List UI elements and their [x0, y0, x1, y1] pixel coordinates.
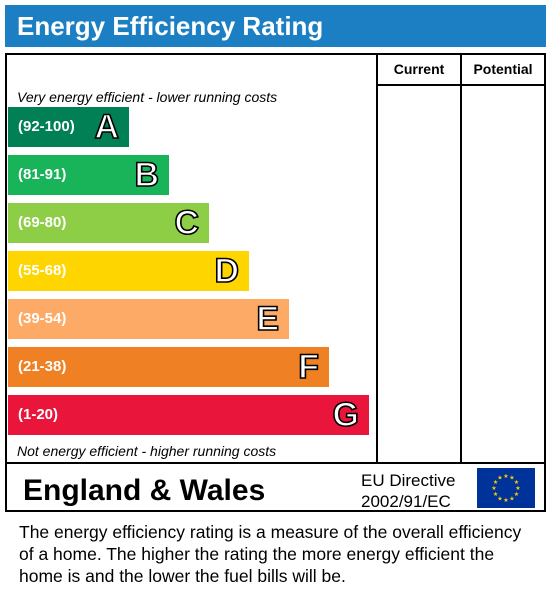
region-label: England & Wales: [23, 474, 266, 507]
flag-star: ★: [509, 495, 514, 502]
current-column-header: Current: [393, 61, 445, 77]
eu-directive: EU Directive 2002/91/EC: [361, 470, 455, 512]
flag-star: ★: [491, 485, 496, 492]
bottom-caption: Not energy efficient - higher running co…: [17, 443, 277, 459]
rating-description: The energy efficiency rating is a measur…: [19, 522, 522, 586]
flag-star: ★: [509, 475, 514, 482]
rating-band-a: (92-100) A: [8, 107, 129, 147]
flag-star: ★: [497, 475, 502, 482]
rating-band-e: (39-54) E: [8, 299, 289, 339]
band-range-label: (21-38): [18, 358, 67, 375]
eu-flag-icon: ★ ★★★★★★★★★★★: [477, 468, 535, 508]
rating-band-g: (1-20) G: [8, 395, 369, 435]
flag-star: ★: [514, 479, 519, 486]
band-range-label: (81-91): [18, 166, 67, 183]
rating-chart: Current Potential Very energy efficient …: [5, 53, 546, 512]
band-range-label: (92-100): [18, 118, 75, 135]
band-letter-label: E: [256, 299, 280, 339]
rating-band-f: (21-38) F: [8, 347, 329, 387]
flag-star: ★: [515, 485, 520, 492]
band-letter-label: A: [94, 107, 120, 147]
rating-band-c: (69-80) C: [8, 203, 209, 243]
directive-line-1: EU Directive: [361, 471, 456, 490]
top-caption: Very energy efficient - lower running co…: [17, 89, 278, 105]
band-letter-label: C: [174, 203, 200, 243]
flag-star: ★: [493, 479, 498, 486]
band-letter-label: G: [332, 395, 360, 435]
band-letter-label: D: [214, 251, 240, 291]
flag-star: ★: [503, 497, 508, 504]
band-range-label: (1-20): [18, 406, 59, 423]
potential-column-header: Potential: [473, 61, 533, 77]
band-range-label: (55-68): [18, 262, 67, 279]
page-title: Energy Efficiency Rating: [5, 5, 546, 47]
flag-star: ★: [493, 491, 498, 498]
rating-band-d: (55-68) D: [8, 251, 249, 291]
band-range-label: (69-80): [18, 214, 67, 231]
band-letter-label: B: [134, 155, 160, 195]
flag-star: ★: [514, 491, 519, 498]
directive-line-2: 2002/91/EC: [361, 492, 451, 511]
potential-column-divider: [460, 55, 462, 464]
flag-star: ★: [503, 473, 508, 480]
band-letter-label: F: [297, 347, 319, 387]
band-range-label: (39-54): [18, 310, 67, 327]
current-column-divider: [376, 55, 378, 464]
rating-band-b: (81-91) B: [8, 155, 169, 195]
column-header-divider: [376, 84, 546, 86]
flag-star: ★: [497, 495, 502, 502]
footer-divider: [7, 462, 544, 464]
